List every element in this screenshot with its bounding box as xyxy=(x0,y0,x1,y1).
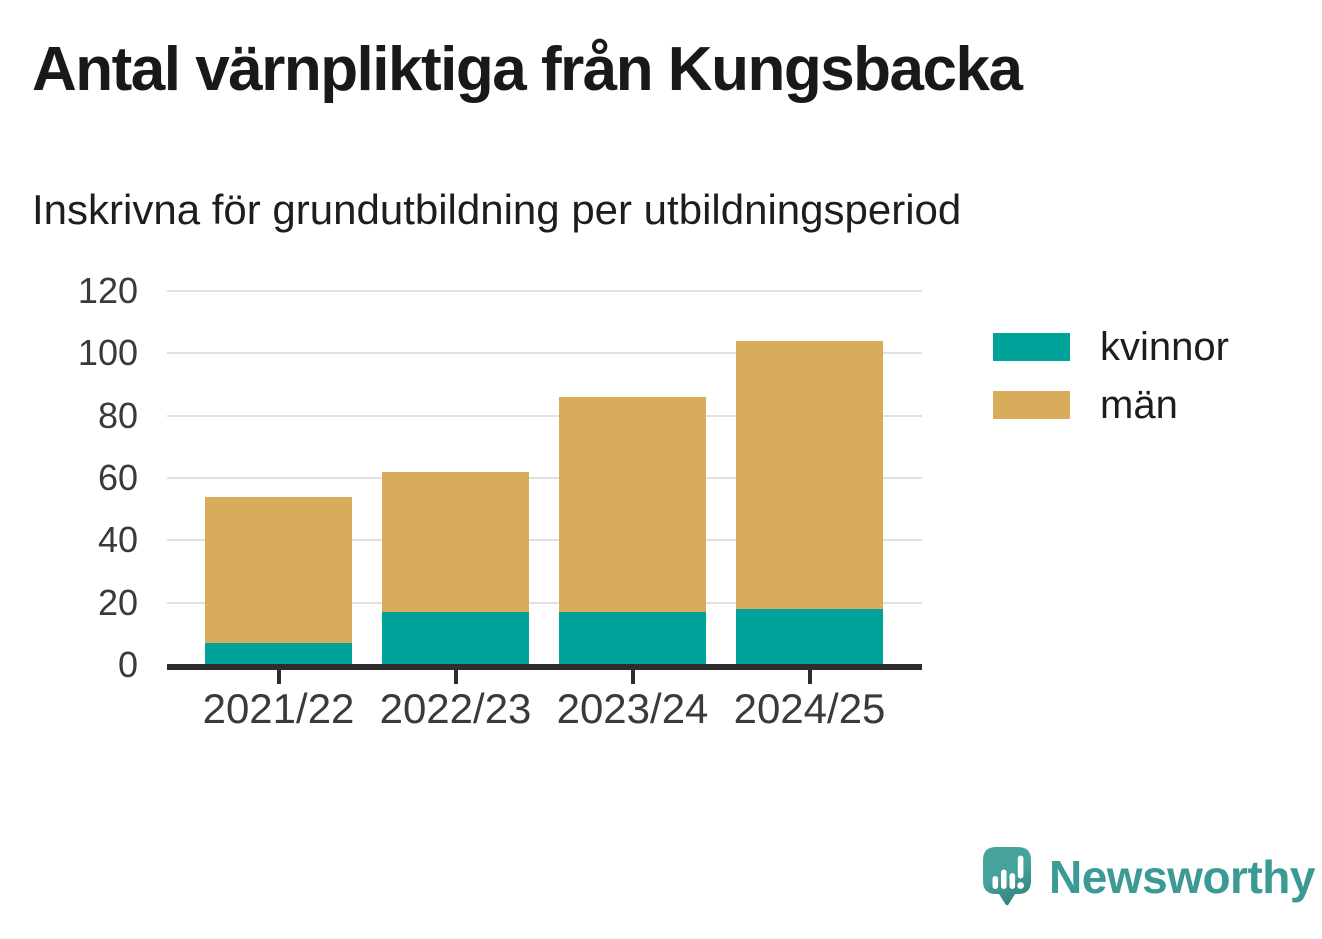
logo-exclamation-dot-icon xyxy=(1017,882,1024,889)
legend-swatch-kvinnor xyxy=(993,333,1070,361)
y-axis-label-80: 80 xyxy=(97,394,138,436)
newsworthy-logo-text: Newsworthy xyxy=(1049,851,1315,903)
chart-subtitle: Inskrivna för grundutbildning per utbild… xyxy=(32,186,962,233)
grid-line xyxy=(167,290,922,292)
legend-label-m-n: män xyxy=(1100,383,1178,427)
bar-segment-m-n-2024-25 xyxy=(736,340,883,609)
y-axis-label-100: 100 xyxy=(77,332,138,374)
newsworthy-logo: Newsworthy xyxy=(982,846,1315,908)
newsworthy-logo-icon xyxy=(983,847,1031,906)
y-axis-label-0: 0 xyxy=(117,644,138,685)
y-axis-label-20: 20 xyxy=(97,581,138,623)
grid-line xyxy=(167,352,922,355)
bar-segment-kvinnor-2022-23 xyxy=(382,612,529,665)
x-axis-tick xyxy=(453,670,458,684)
logo-bar-icon xyxy=(1009,873,1016,889)
logo-bar-icon xyxy=(1001,869,1007,889)
grid-line xyxy=(167,414,922,417)
legend-label-kvinnor: kvinnor xyxy=(1100,325,1229,369)
y-axis-label-40: 40 xyxy=(97,519,138,561)
x-axis-label-2022-23: 2022/23 xyxy=(379,685,532,732)
y-axis-label-120: 120 xyxy=(77,270,138,311)
grid-line xyxy=(167,539,922,542)
x-axis-tick xyxy=(276,670,281,684)
bar-segment-kvinnor-2023-24 xyxy=(559,612,706,665)
grid-line xyxy=(167,601,922,604)
bar-segment-m-n-2022-23 xyxy=(382,471,529,613)
bar-segment-kvinnor-2024-25 xyxy=(736,608,883,665)
x-axis-label-2023-24: 2023/24 xyxy=(556,685,709,732)
x-axis-tick xyxy=(630,670,635,684)
bar-segment-m-n-2023-24 xyxy=(559,396,706,613)
x-axis-tick xyxy=(807,670,812,684)
plot-area: 2021/22 2022/23 2023/24 2024/25 xyxy=(167,290,922,730)
y-axis-label-60: 60 xyxy=(97,457,138,498)
x-axis-label-2021-22: 2021/22 xyxy=(202,685,355,732)
legend-swatch-m-n xyxy=(993,391,1070,419)
legend-item-m-n: män xyxy=(993,383,1229,427)
bar-segment-kvinnor-2021-22 xyxy=(205,643,352,665)
x-axis-line xyxy=(167,664,922,670)
logo-exclamation-icon xyxy=(1017,855,1024,879)
bar-segment-m-n-2021-22 xyxy=(205,496,352,644)
legend-item-kvinnor: kvinnor xyxy=(993,325,1229,369)
grid-line xyxy=(167,477,922,479)
x-axis-label-2024-25: 2024/25 xyxy=(733,685,886,732)
logo-bar-icon xyxy=(992,876,999,889)
legend: kvinnor män xyxy=(993,325,1229,449)
chart-title: Antal värnpliktiga från Kungsbacka xyxy=(32,35,1023,104)
